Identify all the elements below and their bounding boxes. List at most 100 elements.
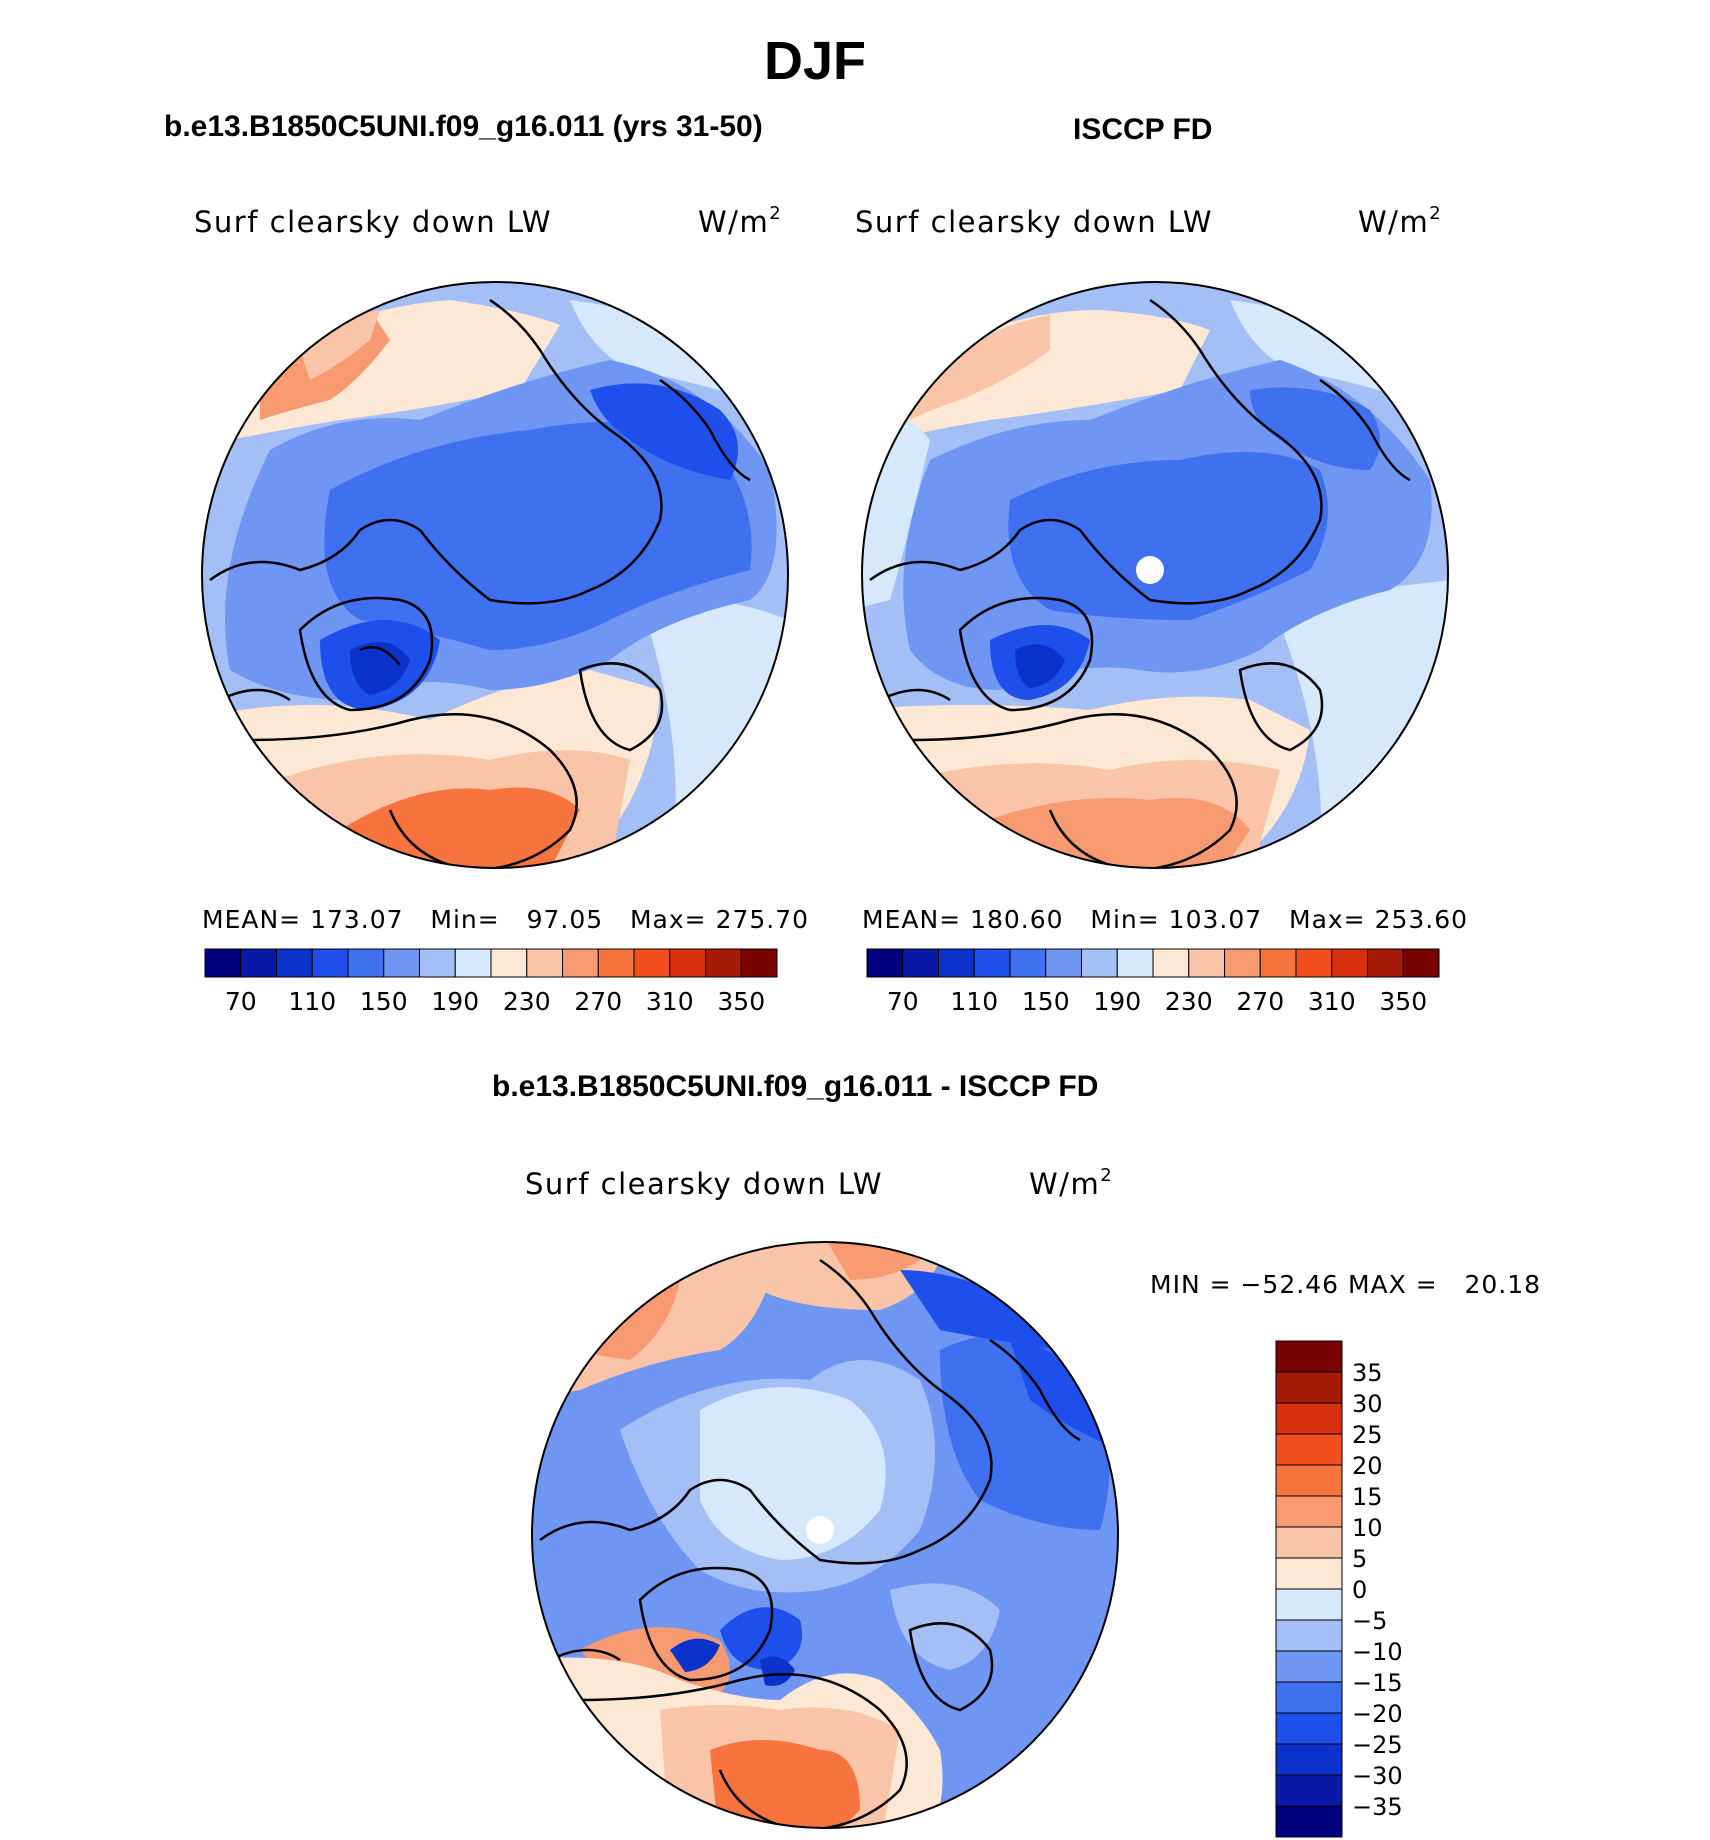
colorbar-box xyxy=(383,948,420,978)
obs-stats: MEAN= 180.60 Min= 103.07 Max= 253.60 xyxy=(862,905,1468,934)
colorbar-box xyxy=(633,948,671,978)
colorbar-tick-label: 0 xyxy=(1352,1576,1367,1604)
model-units-label: W/m2 xyxy=(698,203,783,239)
diff-colorbar: −35 −30 −25 −20 −15 −10 −5 0 5 10 15 20 25 30 35 xyxy=(1275,1340,1403,1838)
colorbar-tick-label: 190 xyxy=(1093,987,1141,1016)
diff-case-title: b.e13.B1850C5UNI.f09_g16.011 - ISCCP FD xyxy=(492,1070,1099,1103)
colorbar-tick-label: 70 xyxy=(887,987,919,1016)
obs-polar-map xyxy=(861,281,1449,869)
obs-mean-value: 180.60 xyxy=(970,905,1064,934)
colorbar-box xyxy=(1275,1340,1343,1373)
colorbar-box xyxy=(1331,948,1368,978)
colorbar-tick-label: 5 xyxy=(1352,1545,1367,1573)
colorbar-tick-label: −35 xyxy=(1352,1793,1403,1821)
colorbar-box xyxy=(1275,1433,1343,1466)
obs-units-exponent: 2 xyxy=(1429,203,1443,224)
colorbar-box xyxy=(1275,1402,1343,1435)
colorbar-box xyxy=(311,948,349,978)
colorbar-tick-label: 10 xyxy=(1352,1514,1383,1542)
colorbar-box xyxy=(1275,1805,1343,1838)
colorbar-tick-label: 350 xyxy=(717,987,765,1016)
colorbar-tick-label: 310 xyxy=(1308,987,1356,1016)
colorbar-box xyxy=(490,948,528,978)
colorbar-box xyxy=(740,948,778,978)
model-mean-value: 173.07 xyxy=(310,905,404,934)
colorbar-tick-label: 110 xyxy=(288,987,336,1016)
page-title: DJF xyxy=(764,31,867,91)
colorbar-box xyxy=(562,948,599,978)
obs-colorbar: 70 110 150 190 230 270 310 350 xyxy=(866,948,1440,1016)
colorbar-tick-label: 150 xyxy=(1022,987,1070,1016)
obs-min-label: Min= xyxy=(1090,905,1160,934)
colorbar-box xyxy=(1259,948,1297,978)
colorbar-box xyxy=(276,948,313,978)
colorbar-box xyxy=(1224,948,1261,978)
colorbar-tick-label: 30 xyxy=(1352,1390,1383,1418)
colorbar-box xyxy=(1275,1681,1343,1714)
colorbar-box xyxy=(204,948,242,978)
model-min-value: 97.05 xyxy=(526,905,604,934)
colorbar-tick-label: 310 xyxy=(646,987,694,1016)
model-max-value: 275.70 xyxy=(715,905,810,934)
colorbar-box xyxy=(1275,1557,1343,1590)
colorbar-box xyxy=(1275,1495,1343,1528)
model-colorbar: 70 110 150 190 230 270 310 350 xyxy=(204,948,778,1016)
colorbar-box xyxy=(1275,1464,1343,1497)
colorbar-tick-label: 190 xyxy=(431,987,479,1016)
colorbar-tick-label: 25 xyxy=(1352,1421,1383,1449)
colorbar-box xyxy=(1275,1650,1343,1683)
diff-units-label: W/m2 xyxy=(1029,1165,1113,1201)
colorbar-tick-label: 20 xyxy=(1352,1452,1383,1480)
colorbar-box xyxy=(1152,948,1190,978)
colorbar-box xyxy=(347,948,385,978)
colorbar-box xyxy=(1402,948,1440,978)
colorbar-tick-label: −10 xyxy=(1352,1638,1403,1666)
colorbar-box xyxy=(1275,1371,1343,1404)
model-min-label: Min= xyxy=(430,905,500,934)
colorbar-tick-label: −25 xyxy=(1352,1731,1403,1759)
colorbar-box xyxy=(973,948,1011,978)
colorbar-box xyxy=(240,948,277,978)
obs-units-label: W/m2 xyxy=(1358,203,1443,239)
obs-min-value: 103.07 xyxy=(1168,905,1263,934)
colorbar-box xyxy=(1188,948,1225,978)
colorbar-tick-label: −5 xyxy=(1352,1607,1387,1635)
model-variable-label: Surf clearsky down LW xyxy=(194,205,553,239)
diff-units: W/m xyxy=(1029,1167,1101,1201)
diff-variable-label: Surf clearsky down LW xyxy=(525,1167,884,1201)
diff-minmax: MIN = −52.46 MAX = 20.18 xyxy=(1150,1270,1542,1299)
colorbar-box xyxy=(597,948,635,978)
obs-units: W/m xyxy=(1358,205,1430,239)
colorbar-tick-label: 270 xyxy=(574,987,622,1016)
colorbar-tick-label: 150 xyxy=(360,987,408,1016)
colorbar-box xyxy=(1367,948,1404,978)
obs-max-label: Max= xyxy=(1289,905,1366,934)
colorbar-box xyxy=(866,948,904,978)
colorbar-tick-label: 230 xyxy=(1165,987,1213,1016)
colorbar-tick-label: 110 xyxy=(950,987,998,1016)
colorbar-box xyxy=(1045,948,1082,978)
colorbar-tick-label: −15 xyxy=(1352,1669,1403,1697)
colorbar-box xyxy=(669,948,706,978)
model-units: W/m xyxy=(698,205,770,239)
colorbar-box xyxy=(1275,1588,1343,1621)
diff-polar-map xyxy=(531,1241,1119,1829)
obs-variable-label: Surf clearsky down LW xyxy=(855,205,1214,239)
colorbar-box xyxy=(1295,948,1333,978)
obs-mean-label: MEAN= xyxy=(862,905,962,934)
colorbar-box xyxy=(1275,1774,1343,1807)
colorbar-box xyxy=(1275,1712,1343,1745)
colorbar-tick-label: 35 xyxy=(1352,1359,1383,1387)
model-units-exponent: 2 xyxy=(769,203,783,224)
obs-case-title: ISCCP FD xyxy=(1073,113,1213,146)
colorbar-box xyxy=(1009,948,1047,978)
colorbar-box xyxy=(938,948,975,978)
colorbar-tick-label: 70 xyxy=(225,987,257,1016)
obs-max-value: 253.60 xyxy=(1374,905,1469,934)
model-polar-map xyxy=(201,281,789,869)
colorbar-box xyxy=(902,948,939,978)
colorbar-box xyxy=(1275,1526,1343,1559)
colorbar-box xyxy=(419,948,456,978)
colorbar-tick-label: −30 xyxy=(1352,1762,1403,1790)
model-mean-label: MEAN= xyxy=(202,905,302,934)
